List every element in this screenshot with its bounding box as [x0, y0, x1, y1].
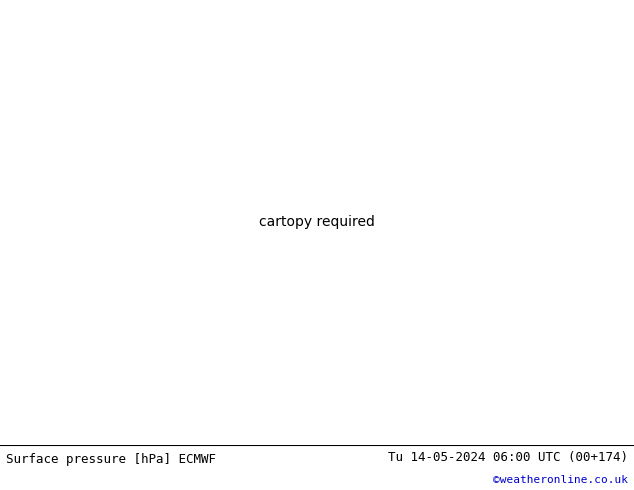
Text: cartopy required: cartopy required: [259, 216, 375, 229]
Text: ©weatheronline.co.uk: ©weatheronline.co.uk: [493, 475, 628, 485]
Text: Surface pressure [hPa] ECMWF: Surface pressure [hPa] ECMWF: [6, 453, 216, 466]
Text: Tu 14-05-2024 06:00 UTC (00+174): Tu 14-05-2024 06:00 UTC (00+174): [387, 451, 628, 464]
